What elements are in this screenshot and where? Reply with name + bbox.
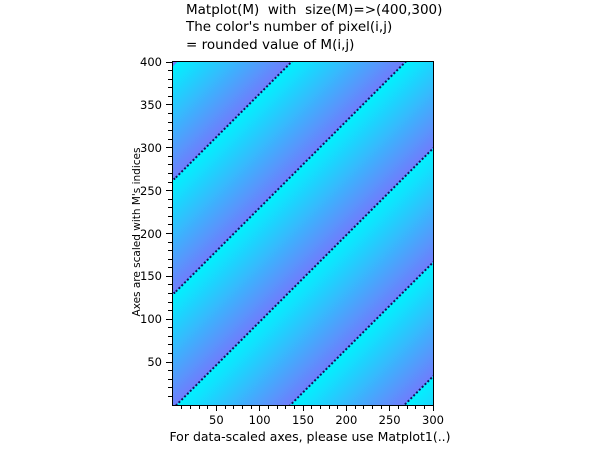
x-axis-minor-tick <box>285 406 287 409</box>
x-axis-minor-tick <box>181 406 183 409</box>
x-axis-tick-label: 200 <box>335 413 358 427</box>
x-axis-minor-tick <box>198 406 200 409</box>
x-axis-minor-tick <box>397 406 399 409</box>
x-axis-caption: For data-scaled axes, please use Matplot… <box>169 429 451 444</box>
x-axis-minor-tick <box>293 406 295 409</box>
band-boundary-line <box>173 62 433 405</box>
y-axis-title: Axes are scaled with M's indices <box>131 147 143 317</box>
y-axis-tick-label: 350 <box>140 97 162 112</box>
x-axis-tick-label: 150 <box>292 413 314 427</box>
x-axis-minor-tick <box>354 406 356 409</box>
x-axis-tick-label: 250 <box>378 413 401 427</box>
x-axis-minor-tick <box>337 406 339 409</box>
y-axis-tick-label: 400 <box>140 55 162 69</box>
x-axis-tick-label: 100 <box>248 413 271 427</box>
band-boundary-line <box>173 62 433 295</box>
title-line-2: The color's number of pixel(i,j) <box>186 19 393 36</box>
x-axis-tick-label: 50 <box>209 413 224 427</box>
x-axis-minor-tick <box>415 406 417 409</box>
x-axis-minor-tick <box>319 406 321 409</box>
title-line-1: Matplot(M) with size(M)=>(400,300) <box>186 2 443 18</box>
band-boundary-line <box>173 96 433 405</box>
x-axis-minor-tick <box>224 406 226 409</box>
x-axis-minor-tick <box>380 406 382 409</box>
x-axis-tick <box>389 406 391 411</box>
x-axis-minor-tick <box>423 406 425 409</box>
x-axis-minor-tick <box>276 406 278 409</box>
x-axis-minor-tick <box>233 406 235 409</box>
x-axis-minor-tick <box>241 406 243 409</box>
x-axis-minor-tick <box>328 406 330 409</box>
y-axis-tick-label: 50 <box>147 355 162 370</box>
x-axis-tick <box>215 406 217 411</box>
x-axis-minor-tick <box>207 406 209 409</box>
title-line-3: = rounded value of M(i,j) <box>186 36 355 53</box>
x-axis-tick <box>432 406 434 411</box>
plot-area <box>172 61 434 406</box>
x-axis-tick <box>302 406 304 411</box>
x-axis-minor-tick <box>267 406 269 409</box>
x-axis-minor-tick <box>189 406 191 409</box>
x-axis-minor-tick <box>311 406 313 409</box>
x-axis-tick <box>259 406 261 411</box>
plot-title: Matplot(M) with size(M)=>(400,300) The c… <box>186 2 442 54</box>
x-axis-minor-tick <box>371 406 373 409</box>
x-axis-minor-tick <box>406 406 408 409</box>
x-axis-tick <box>345 406 347 411</box>
band-boundary-line <box>173 210 433 405</box>
x-axis-minor-tick <box>363 406 365 409</box>
x-axis-minor-tick <box>250 406 252 409</box>
x-axis-tick-label: 300 <box>422 413 444 427</box>
